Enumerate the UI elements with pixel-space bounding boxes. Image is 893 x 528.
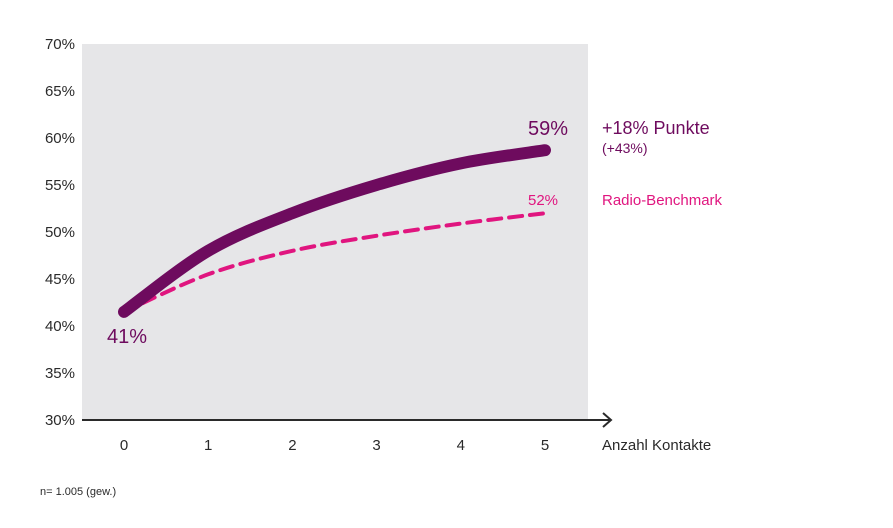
y-axis-tick-labels: 30% 35% 40% 45% 50% 55% 60% 65% 70%	[45, 36, 75, 429]
y-tick-label: 50%	[45, 224, 75, 241]
y-tick-label: 55%	[45, 177, 75, 194]
gain-sub-label: (+43%)	[602, 140, 648, 156]
legend-benchmark: Radio-Benchmark	[602, 192, 723, 209]
series-line-main	[118, 144, 551, 318]
x-axis-tick-labels: 0 1 2 3 4 5	[120, 437, 549, 454]
y-tick-label: 60%	[45, 130, 75, 147]
x-tick-label: 0	[120, 437, 128, 454]
plot-area-background	[82, 44, 588, 420]
footnote: n= 1.005 (gew.)	[40, 486, 116, 498]
end-value-label-main: 59%	[528, 118, 568, 140]
y-tick-label: 70%	[45, 36, 75, 53]
y-tick-label: 65%	[45, 83, 75, 100]
y-tick-label: 40%	[45, 318, 75, 335]
x-axis-arrow	[602, 412, 613, 428]
x-axis-label: Anzahl Kontakte	[602, 437, 711, 454]
end-value-label-benchmark: 52%	[528, 192, 558, 209]
x-tick-label: 4	[457, 437, 465, 454]
y-tick-label: 35%	[45, 365, 75, 382]
series-line-benchmark	[122, 211, 547, 314]
start-value-label: 41%	[107, 326, 147, 348]
series-lines	[118, 144, 551, 318]
gain-label: +18% Punkte	[602, 118, 710, 138]
y-tick-label: 45%	[45, 271, 75, 288]
x-tick-label: 3	[372, 437, 380, 454]
x-axis	[82, 412, 613, 428]
x-tick-label: 5	[541, 437, 549, 454]
x-tick-label: 2	[288, 437, 296, 454]
x-tick-label: 1	[204, 437, 212, 454]
y-tick-label: 30%	[45, 412, 75, 429]
